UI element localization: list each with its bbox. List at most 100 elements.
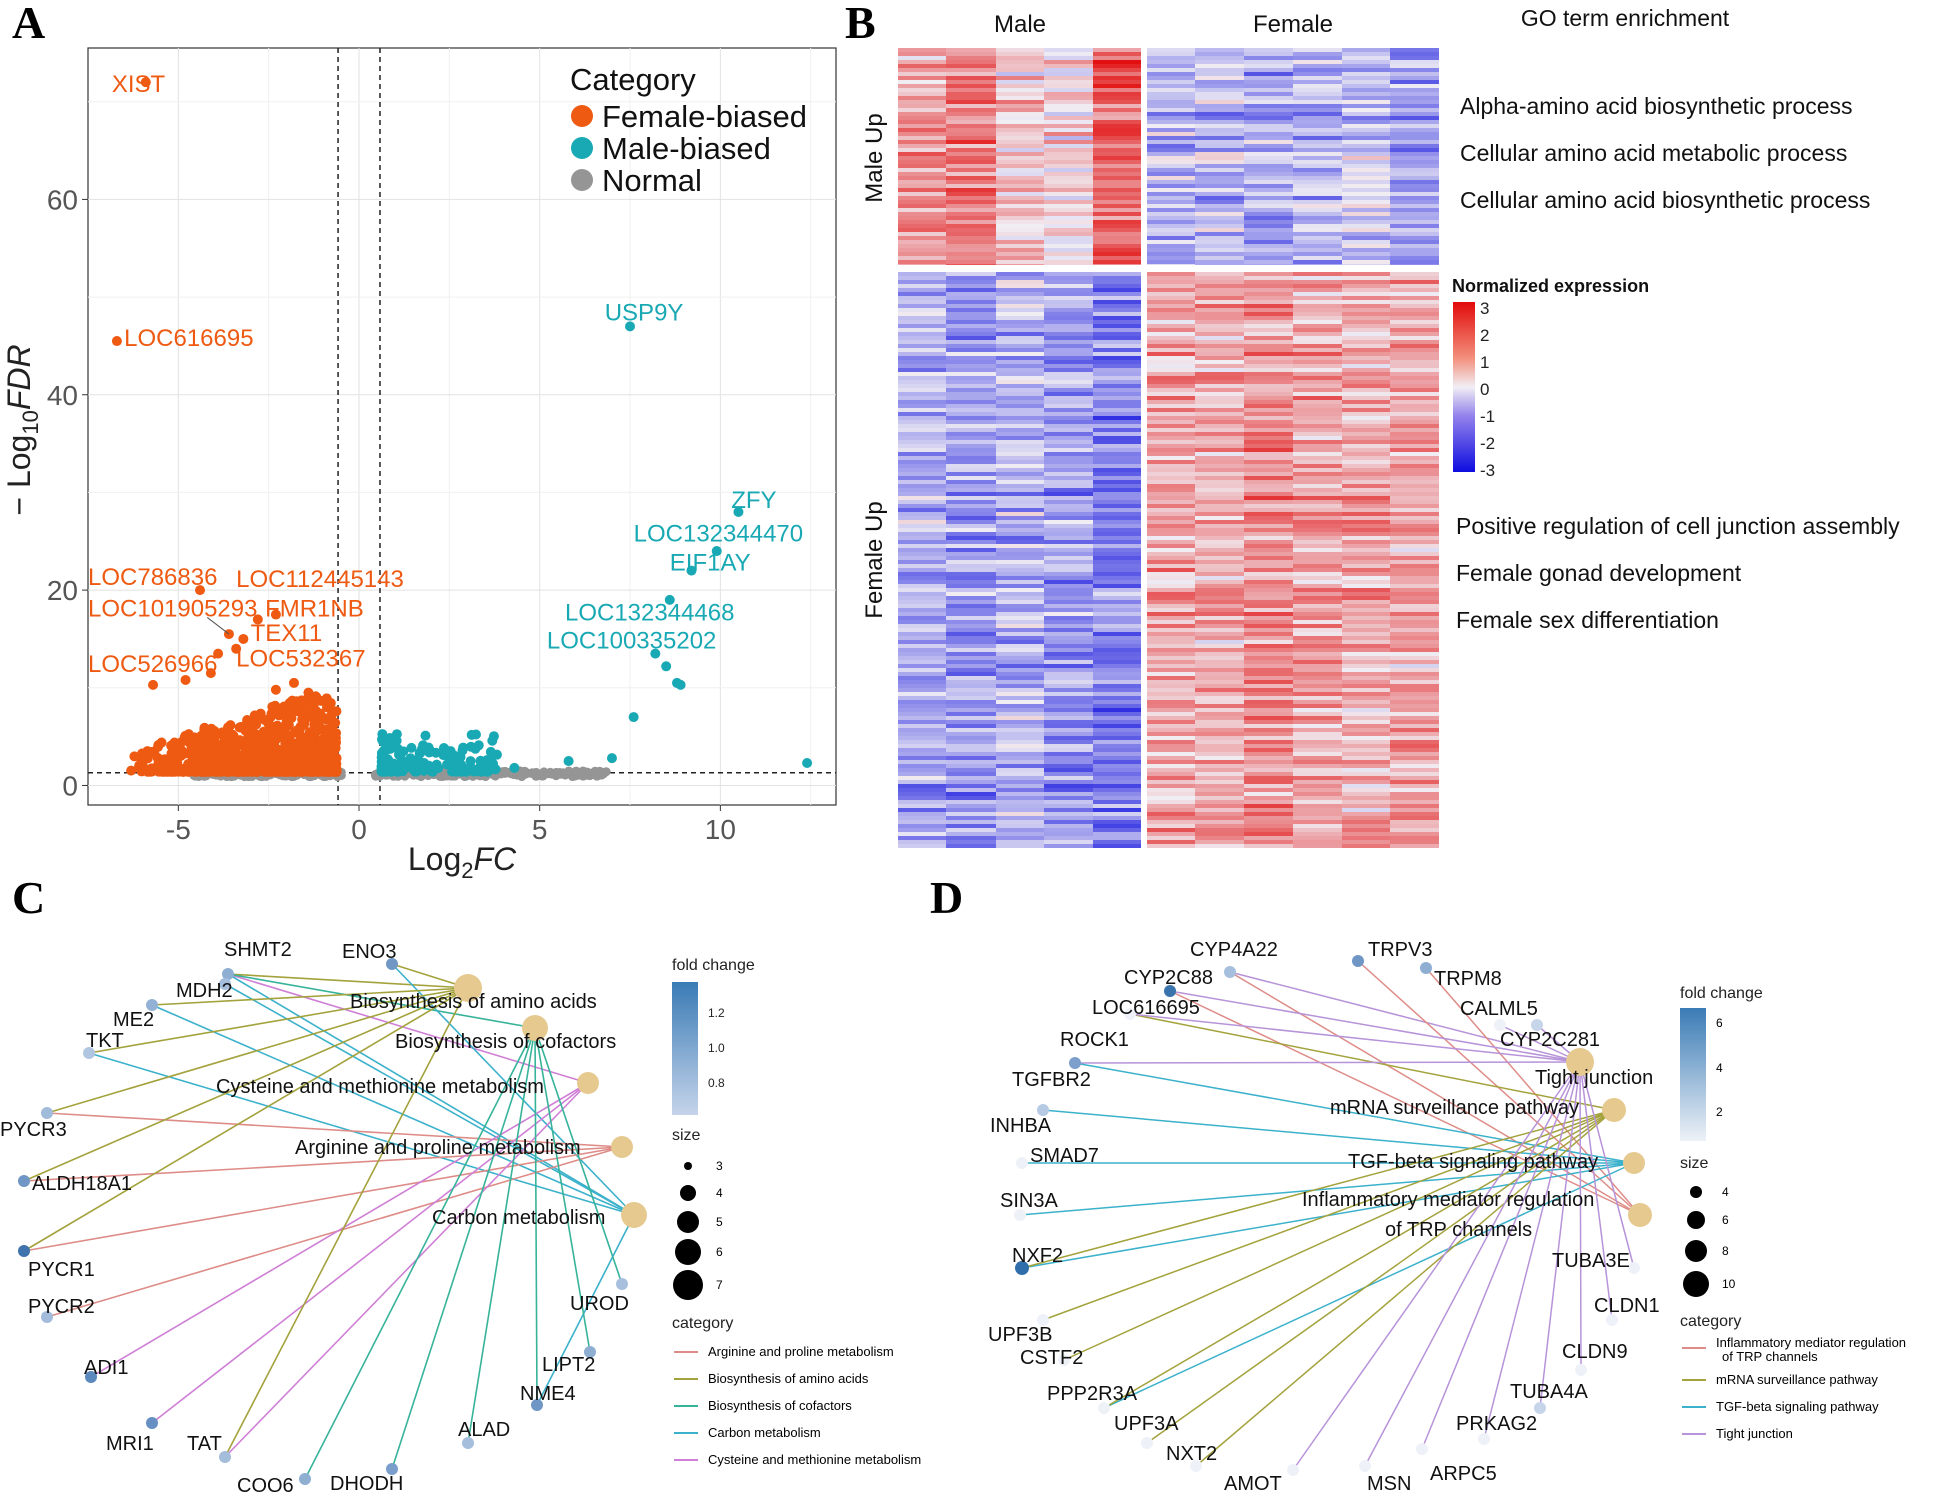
term-label: Biosynthesis of cofactors xyxy=(395,1031,616,1053)
heatmap-cell xyxy=(1147,152,1195,156)
heatmap-cell xyxy=(1044,656,1093,660)
heatmap-cell xyxy=(996,828,1044,832)
heatmap-cell xyxy=(1195,448,1244,452)
heatmap-cell xyxy=(1195,432,1244,436)
heatmap-cell xyxy=(1390,712,1439,716)
heatmap-cell xyxy=(1195,652,1244,656)
heatmap-cell xyxy=(1293,368,1342,372)
heatmap-cell xyxy=(946,124,996,128)
c-cat-2: Biosynthesis of amino acids xyxy=(708,1371,869,1386)
heatmap-cell xyxy=(1293,520,1342,524)
heatmap-cell xyxy=(1293,336,1342,340)
heatmap-cell xyxy=(1244,208,1293,212)
female-point xyxy=(219,764,230,775)
heatmap-cell xyxy=(1342,296,1390,300)
heatmap-cell xyxy=(1195,696,1244,700)
heatmap-cell xyxy=(1342,172,1390,176)
heatmap-cell xyxy=(1390,352,1439,356)
network-edge xyxy=(536,1214,635,1406)
male-point xyxy=(398,746,409,757)
heatmap-cell xyxy=(1195,500,1244,504)
heatmap-cell xyxy=(1093,440,1141,444)
heatmap-cell xyxy=(898,272,946,276)
heatmap-cell xyxy=(898,768,946,772)
heatmap-cell xyxy=(946,232,996,236)
heatmap-cell xyxy=(1293,376,1342,380)
heatmap-cell xyxy=(1044,240,1093,244)
heatmap-cell xyxy=(1195,464,1244,468)
heatmap-cell xyxy=(1293,280,1342,284)
heatmap-cell xyxy=(1244,812,1293,816)
heatmap-cell xyxy=(1293,732,1342,736)
heatmap-cell xyxy=(1195,96,1244,100)
heatmap-cell xyxy=(898,388,946,392)
heatmap-cell xyxy=(1195,52,1244,56)
heatmap-cell xyxy=(1195,776,1244,780)
heatmap-cell xyxy=(1147,96,1195,100)
heatmap-cell xyxy=(1147,636,1195,640)
network-edge xyxy=(23,1146,623,1252)
heatmap-cell xyxy=(1195,56,1244,60)
d-fc-title: fold change xyxy=(1680,985,1763,1002)
heatmap-cell xyxy=(1147,408,1195,412)
heatmap-cell xyxy=(996,608,1044,612)
heatmap-cell xyxy=(1342,768,1390,772)
heatmap-cell xyxy=(1195,536,1244,540)
heatmap-cell xyxy=(1195,744,1244,748)
legend-male: Male-biased xyxy=(602,131,771,166)
heatmap-cell xyxy=(1093,200,1141,204)
heatmap-cell xyxy=(1147,248,1195,252)
heatmap-cell xyxy=(1293,672,1342,676)
heatmap-cell xyxy=(1093,680,1141,684)
heatmap-cell xyxy=(1244,720,1293,724)
colorbar-tick-label: 0 xyxy=(1480,380,1489,399)
heatmap-cell xyxy=(1244,240,1293,244)
heatmap-cell xyxy=(898,640,946,644)
heatmap-cell xyxy=(1390,696,1439,700)
normal-point xyxy=(564,766,574,776)
heatmap-cell xyxy=(1147,460,1195,464)
heatmap-cell xyxy=(1342,616,1390,620)
heatmap-cell xyxy=(1044,400,1093,404)
heatmap-cell xyxy=(1093,624,1141,628)
gene-label: ENO3 xyxy=(342,941,396,963)
heatmap-cell xyxy=(1342,808,1390,812)
heatmap-cell xyxy=(1195,444,1244,448)
heatmap-cell xyxy=(1147,676,1195,680)
heatmap-cell xyxy=(946,408,996,412)
heatmap-cell xyxy=(898,516,946,520)
legend-normal: Normal xyxy=(602,163,702,198)
heatmap-cell xyxy=(1244,148,1293,152)
heatmap-cell xyxy=(1195,784,1244,788)
heatmap-cell xyxy=(1044,764,1093,768)
heatmap-cell xyxy=(1293,792,1342,796)
heatmap-cell xyxy=(1044,564,1093,568)
female-point xyxy=(318,744,329,755)
heatmap-cell xyxy=(946,348,996,352)
heatmap-cell xyxy=(898,500,946,504)
heatmap-cell xyxy=(1093,604,1141,608)
heatmap-cell xyxy=(1093,552,1141,556)
heatmap-cell xyxy=(898,636,946,640)
heatmap-cell xyxy=(898,396,946,400)
heatmap-cell xyxy=(1390,668,1439,672)
heatmap-cell xyxy=(946,796,996,800)
heatmap-female-label: Female xyxy=(1253,11,1333,38)
heatmap-cell xyxy=(1342,628,1390,632)
heatmap-cell xyxy=(1244,372,1293,376)
heatmap-cell xyxy=(1147,260,1195,264)
heatmap-cell xyxy=(1244,176,1293,180)
heatmap-cell xyxy=(1293,124,1342,128)
heatmap-cell xyxy=(996,712,1044,716)
heatmap-cell xyxy=(1093,324,1141,328)
heatmap-cell xyxy=(1390,560,1439,564)
heatmap-cell xyxy=(1390,564,1439,568)
female-point xyxy=(237,758,248,769)
heatmap-cell xyxy=(1093,344,1141,348)
heatmap-cell xyxy=(1147,752,1195,756)
gene-label: SMAD7 xyxy=(1030,1145,1099,1167)
heatmap-cell xyxy=(1293,524,1342,528)
heatmap-cell xyxy=(1147,140,1195,144)
heatmap-cell xyxy=(1293,760,1342,764)
heatmap-cell xyxy=(1147,724,1195,728)
